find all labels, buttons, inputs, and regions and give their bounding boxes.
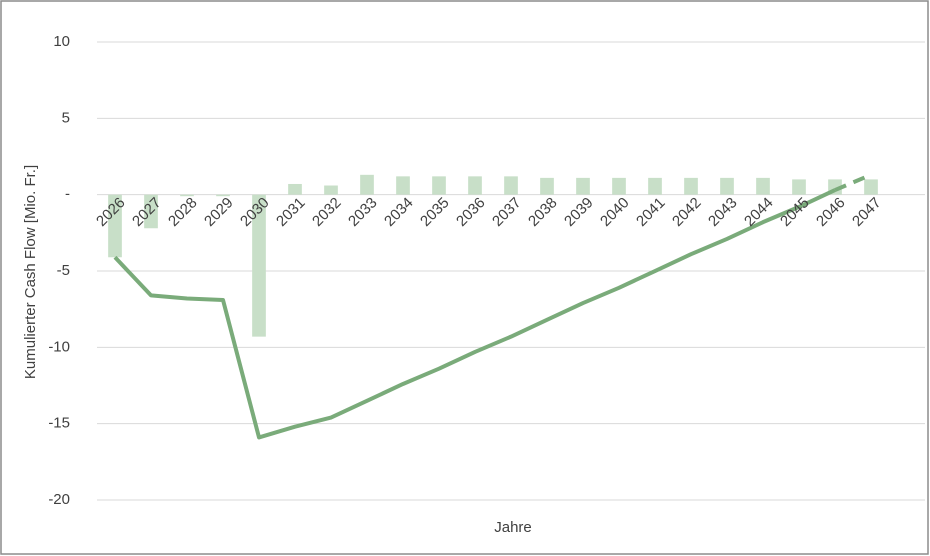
- bar: [612, 177, 626, 195]
- bar: [540, 177, 554, 195]
- bar: [504, 176, 518, 195]
- y-tick-label: -20: [48, 491, 70, 508]
- bar: [108, 194, 122, 258]
- bar: [252, 194, 266, 337]
- bar: [432, 176, 446, 195]
- x-axis-label: Jahre: [494, 519, 532, 536]
- bar: [720, 177, 734, 195]
- bar: [792, 179, 806, 195]
- bar: [288, 183, 302, 195]
- y-axis-label: Kumulierter Cash Flow [Mio. Fr.]: [22, 165, 39, 379]
- bar: [324, 185, 338, 195]
- y-tick-label: -10: [48, 338, 70, 355]
- y-tick-label: 5: [62, 109, 70, 126]
- bar: [864, 179, 878, 195]
- y-tick-label: -5: [57, 262, 70, 279]
- line-dashed: [834, 172, 872, 192]
- y-tick-label: -15: [48, 415, 70, 432]
- bar: [216, 194, 230, 197]
- bar: [144, 194, 158, 229]
- marks: 2026 2027 2028 2029 2030 2031 2032 2033 2034 2035…: [93, 172, 885, 440]
- grid: -20-15-10-5-510: [48, 33, 925, 508]
- bar: [684, 177, 698, 195]
- line: [113, 188, 836, 440]
- bar: [396, 176, 410, 195]
- bar: [468, 176, 482, 195]
- bar: [756, 177, 770, 195]
- bar: [180, 194, 194, 197]
- y-tick-label: 10: [53, 33, 70, 50]
- bar: [576, 177, 590, 195]
- bar: [648, 177, 662, 195]
- y-tick-label: -: [65, 186, 70, 203]
- bar: [360, 174, 374, 195]
